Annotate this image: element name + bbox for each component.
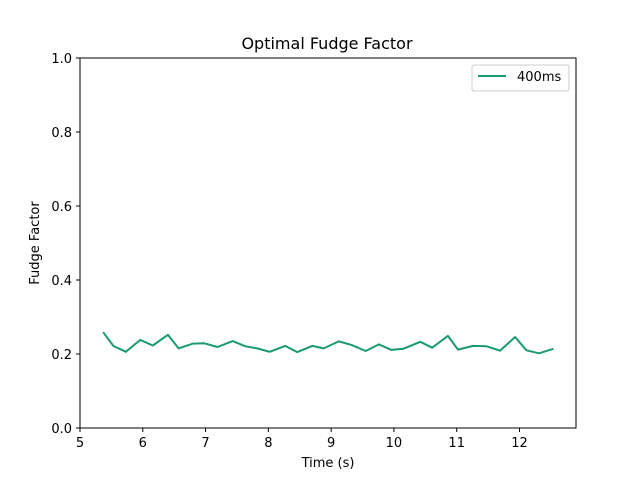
x-tick-label: 8 <box>264 436 272 451</box>
y-tick-label: 0.6 <box>51 200 72 215</box>
legend-box <box>471 64 570 92</box>
y-tick-label: 0.0 <box>51 422 72 437</box>
plot-series <box>102 331 554 355</box>
axis-ticks: 5 6 7 8 9 10 11 12 0.0 0.2 0.4 0.6 0.8 1.0 <box>51 52 527 451</box>
x-tick-label: 10 <box>386 436 403 451</box>
x-tick-label: 9 <box>327 436 335 451</box>
x-tick-label: 11 <box>448 436 465 451</box>
y-tick-label: 0.2 <box>51 348 72 363</box>
x-tick-label: 5 <box>76 436 84 451</box>
legend-label: 400ms <box>517 70 561 85</box>
x-axis-label: Time (s) <box>301 456 355 471</box>
y-axis-label: Fudge Factor <box>28 201 43 285</box>
y-tick-label: 1.0 <box>51 52 72 67</box>
x-tick-label: 7 <box>201 436 209 451</box>
y-tick-label: 0.4 <box>51 274 72 289</box>
plot-frame <box>79 57 577 429</box>
series-line <box>102 331 554 355</box>
y-tick-label: 0.8 <box>51 126 72 141</box>
x-tick-label: 12 <box>511 436 528 451</box>
legend: 400ms <box>471 64 570 92</box>
x-tick-label: 6 <box>139 436 147 451</box>
chart-title: Optimal Fudge Factor <box>241 34 413 53</box>
